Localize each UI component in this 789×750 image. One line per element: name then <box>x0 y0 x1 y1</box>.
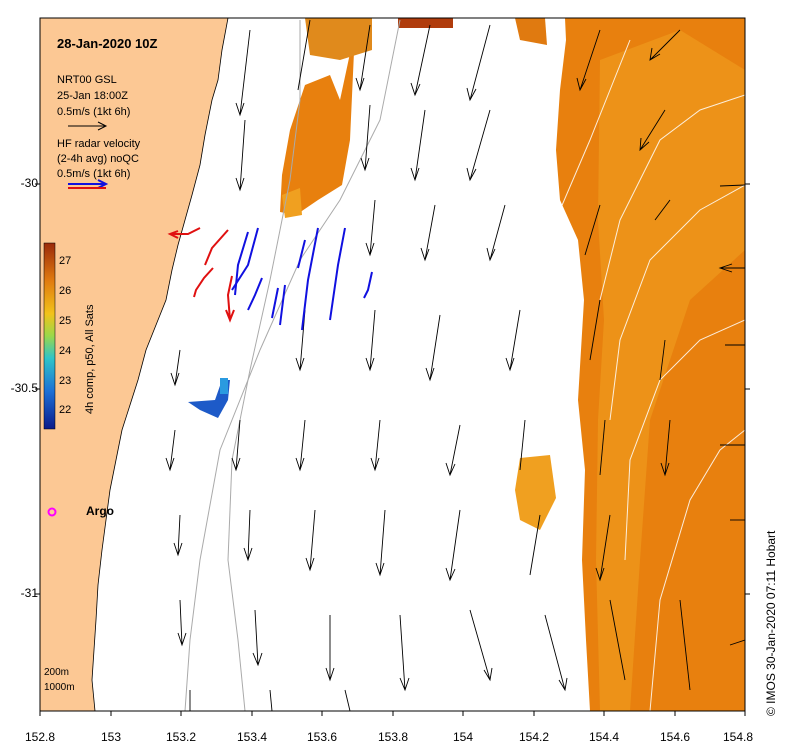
lon-tick-label: 153.8 <box>377 730 409 744</box>
lon-tick-label: 153 <box>100 730 122 744</box>
argo-label: Argo <box>86 504 114 518</box>
legend-radar-line-3: 0.5m/s (1kt 6h) <box>57 168 131 180</box>
radar-velocity-blue <box>231 227 373 331</box>
copyright-notice: © IMOS 30-Jan-2020 07:11 Hobart <box>764 530 778 716</box>
sst-cool-patch-2 <box>220 378 228 394</box>
colorbar-tick-26: 26 <box>59 285 72 297</box>
colorbar-tick-22: 22 <box>59 404 72 416</box>
lon-tick-label: 154.2 <box>518 730 550 744</box>
depth-label-200m: 200m <box>44 667 70 678</box>
sst-cool-patch <box>188 380 230 418</box>
model-velocity-arrows <box>165 19 745 711</box>
argo-float-marker[interactable] <box>47 507 57 517</box>
colorbar-tick-24: 24 <box>59 345 72 357</box>
colorbar-tick-27: 27 <box>59 255 72 267</box>
isobath-200m <box>227 20 301 711</box>
legend-model-arrow <box>68 121 108 131</box>
map-datetime: 28-Jan-2020 10Z <box>57 36 158 51</box>
legend-radar-line-1: HF radar velocity <box>57 138 141 150</box>
legend-radar-line-2: (2-4h avg) noQC <box>57 153 139 165</box>
depth-label-1000m: 1000m <box>44 682 75 693</box>
tick-marks <box>35 183 750 716</box>
sst-coastal-patch <box>280 30 355 215</box>
lon-tick-label: 152.8 <box>24 730 56 744</box>
legend-model-line-1: NRT00 GSL <box>57 74 117 86</box>
lon-tick-label: 154 <box>452 730 474 744</box>
lon-tick-label: 154.6 <box>659 730 691 744</box>
sst-top-right <box>515 18 547 45</box>
sst-top-strip <box>305 18 372 60</box>
colorbar-title: 4h comp, p50, All Sats <box>84 304 96 414</box>
lon-tick-label: 153.2 <box>165 730 197 744</box>
radar-velocity-red <box>167 227 235 323</box>
colorbar-tick-23: 23 <box>59 375 72 387</box>
legend-model-line-2: 25-Jan 18:00Z <box>57 90 128 102</box>
lon-tick-label: 153.6 <box>306 730 338 744</box>
land <box>40 18 229 711</box>
colorbar <box>43 242 56 430</box>
sst-mid-patch <box>515 455 556 530</box>
lon-tick-label: 154.8 <box>722 730 754 744</box>
sst-top-dark <box>398 18 453 28</box>
lon-tick-label: 154.4 <box>588 730 620 744</box>
lat-tick-label: -30.5 <box>10 381 38 395</box>
lat-tick-label: -31 <box>20 586 38 600</box>
legend-model-line-3: 0.5m/s (1kt 6h) <box>57 106 131 118</box>
lat-tick-label: -30 <box>20 176 38 190</box>
sst-offshore-inner-band <box>596 30 745 711</box>
colorbar-tick-25: 25 <box>59 315 72 327</box>
legend-radar-arrow <box>68 179 109 189</box>
sst-layer <box>188 18 745 711</box>
sst-contours <box>559 39 745 711</box>
lon-tick-label: 153.4 <box>236 730 268 744</box>
